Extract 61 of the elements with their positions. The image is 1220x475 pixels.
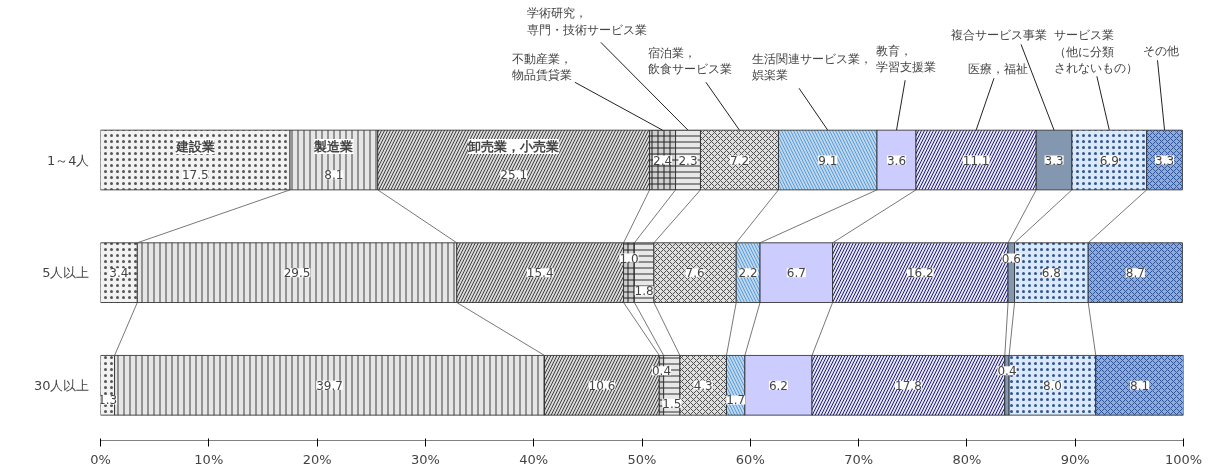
data-label: 11.1 — [962, 153, 990, 168]
text: 学術研究，専門・技術サービス業 — [527, 6, 648, 37]
data-label: 6.9 — [1099, 153, 1119, 168]
data-label: 16.2 — [906, 266, 934, 281]
data-label: 2.3 — [678, 153, 698, 168]
data-label: 0.4 — [997, 364, 1017, 379]
data-label: 3.3 — [1155, 153, 1175, 168]
x-tick-label: 30% — [410, 451, 440, 467]
data-label: 6.8 — [1041, 266, 1061, 281]
text: その他 — [1143, 44, 1180, 59]
data-label: 0.4 — [651, 364, 672, 379]
data-label: 17.5 — [181, 168, 209, 183]
data-label: 1.7 — [726, 393, 746, 408]
y-tick-label: 30人以上 — [33, 377, 90, 393]
data-label: 2.4 — [653, 153, 673, 168]
text: サービス業（他に分類されないもの） — [1053, 28, 1138, 75]
x-tick-label: 10% — [194, 451, 224, 467]
x-tick-label: 90% — [1060, 451, 1090, 467]
x-tick-label: 70% — [844, 451, 874, 467]
data-label: 7.2 — [729, 153, 750, 168]
data-label: 17.8 — [895, 378, 922, 393]
text: 医療，福祉 — [967, 62, 1028, 77]
data-label: 15.4 — [526, 266, 554, 281]
data-label: 3.3 — [1044, 153, 1064, 168]
data-label: 1.8 — [634, 284, 654, 299]
data-label: 7.6 — [685, 266, 705, 281]
data-label: 3.6 — [886, 153, 907, 168]
data-label: 0.6 — [1001, 251, 1021, 266]
x-tick-label: 80% — [952, 451, 982, 467]
data-label: 2.2 — [738, 266, 758, 281]
series-label: 建設業 — [174, 139, 215, 154]
data-label: 3.4 — [109, 266, 129, 281]
data-label: 6.7 — [786, 266, 806, 281]
data-label: 6.2 — [768, 378, 789, 393]
x-tick-label: 20% — [302, 451, 332, 467]
text: 宿泊業，飲食サービス業 — [648, 46, 733, 77]
data-label: 39.7 — [316, 378, 343, 393]
data-label: 1.5 — [662, 396, 682, 411]
data-label: 8.0 — [1042, 378, 1063, 393]
text: 不動産業，物品賃貸業 — [512, 52, 573, 83]
y-tick-label: 1～4人 — [46, 152, 90, 168]
data-label: 4.3 — [693, 378, 713, 393]
data-label: 25.1 — [500, 168, 528, 183]
data-label: 10.6 — [588, 378, 616, 393]
series-label: 製造業 — [313, 139, 354, 154]
series-label: 卸売業，小売業 — [467, 139, 560, 154]
text: 生活関連サービス業，娯楽業 — [752, 52, 873, 83]
x-tick-label: 40% — [519, 451, 549, 467]
x-tick-label: 60% — [735, 451, 765, 467]
data-label: 1.0 — [619, 251, 639, 266]
x-tick-label: 50% — [627, 451, 657, 467]
x-tick-label: 0% — [90, 451, 111, 467]
x-tick-label: 100% — [1164, 451, 1203, 467]
data-label: 9.1 — [818, 153, 838, 168]
data-label: 29.5 — [283, 266, 311, 281]
text: 複合サービス事業 — [950, 28, 1047, 43]
y-tick-label: 5人以上 — [42, 265, 90, 281]
data-label: 8.7 — [1125, 266, 1145, 281]
text: 教育，学習支援業 — [875, 44, 936, 75]
data-label: 8.1 — [1130, 378, 1150, 393]
data-label: 8.1 — [324, 168, 344, 183]
